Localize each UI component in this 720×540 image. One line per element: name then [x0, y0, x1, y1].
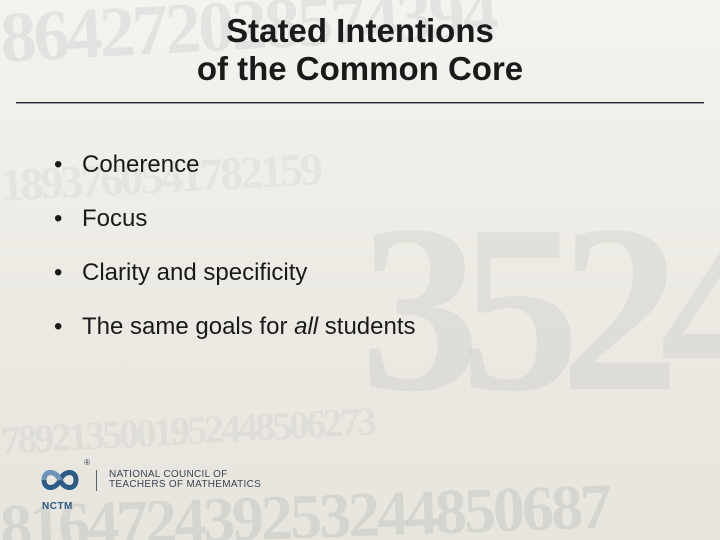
nctm-logo: ® NCTM NATIONAL COUNCIL OF TEACHERS OF M…: [36, 460, 261, 500]
bullet-text-italic: all: [294, 313, 318, 340]
title-line-2: of the Common Core: [0, 50, 720, 88]
title-block: Stated Intentions of the Common Core: [0, 12, 720, 88]
bullet-item: Clarity and specificity: [52, 258, 680, 288]
title-line-1: Stated Intentions: [0, 12, 720, 50]
bullet-text: Coherence: [82, 151, 199, 178]
nctm-logo-mark: ® NCTM: [36, 460, 84, 500]
logo-line-2: TEACHERS OF MATHEMATICS: [109, 480, 261, 491]
bullet-item: Focus: [52, 204, 680, 234]
nctm-acronym: NCTM: [42, 501, 73, 512]
slide: 864272028574394 1893760541782159 3524 78…: [0, 0, 720, 540]
bullet-text-prefix: The same goals for: [82, 313, 294, 340]
watermark-digits-low1: 7892135001952448506273: [0, 379, 720, 464]
bullet-text-suffix: students: [318, 313, 415, 340]
bullet-text: Focus: [82, 205, 147, 232]
nctm-logo-text: NATIONAL COUNCIL OF TEACHERS OF MATHEMAT…: [96, 470, 261, 491]
bullet-item: Coherence: [52, 150, 680, 180]
title-divider: [16, 102, 704, 104]
bullet-list: Coherence Focus Clarity and specificity …: [52, 150, 680, 366]
infinity-icon: [36, 460, 84, 500]
bullet-text: Clarity and specificity: [82, 259, 307, 286]
bullet-item: The same goals for all students: [52, 312, 680, 342]
registered-mark: ®: [84, 458, 90, 467]
